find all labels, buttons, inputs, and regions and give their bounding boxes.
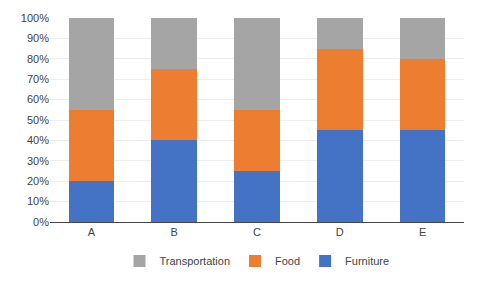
svg-text:C: C bbox=[253, 226, 261, 238]
svg-text:80%: 80% bbox=[27, 53, 49, 65]
svg-text:A: A bbox=[88, 226, 96, 238]
svg-text:Furniture: Furniture bbox=[345, 255, 389, 267]
svg-text:Food: Food bbox=[275, 255, 300, 267]
svg-text:60%: 60% bbox=[27, 93, 49, 105]
svg-text:D: D bbox=[336, 226, 344, 238]
svg-text:E: E bbox=[419, 226, 426, 238]
svg-text:Transportation: Transportation bbox=[160, 255, 231, 267]
svg-text:0%: 0% bbox=[33, 216, 49, 228]
svg-text:70%: 70% bbox=[27, 73, 49, 85]
svg-text:100%: 100% bbox=[21, 12, 49, 24]
svg-text:10%: 10% bbox=[27, 195, 49, 207]
svg-text:40%: 40% bbox=[27, 134, 49, 146]
svg-text:50%: 50% bbox=[27, 114, 49, 126]
svg-text:30%: 30% bbox=[27, 155, 49, 167]
svg-text:90%: 90% bbox=[27, 32, 49, 44]
svg-text:20%: 20% bbox=[27, 175, 49, 187]
svg-text:B: B bbox=[171, 226, 178, 238]
